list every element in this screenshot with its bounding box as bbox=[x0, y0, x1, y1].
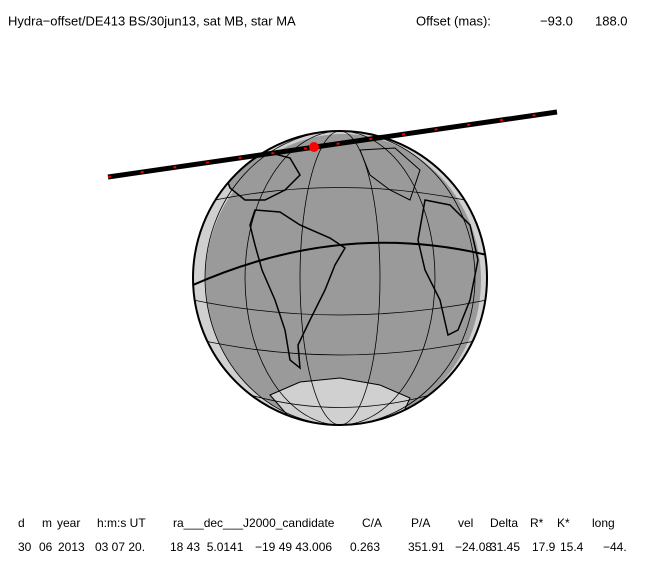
column-header: year bbox=[57, 516, 80, 530]
column-header: long bbox=[592, 516, 615, 530]
cell: 17.9 bbox=[532, 540, 556, 554]
column-header: R* bbox=[530, 516, 544, 530]
cell: 03 07 20. bbox=[95, 540, 145, 554]
column-header: vel bbox=[458, 516, 473, 530]
cell: −44. bbox=[603, 540, 627, 554]
data-table: d m year h:m:s UT ra___dec___J2000_candidate… bbox=[18, 516, 627, 554]
cell: 30 bbox=[18, 540, 32, 554]
offset-label: Offset (mas): bbox=[416, 13, 491, 28]
column-header: m bbox=[42, 516, 52, 530]
offset-value: −93.0 bbox=[540, 13, 573, 28]
cell: 15.4 bbox=[560, 540, 584, 554]
cell: 0.263 bbox=[350, 540, 380, 554]
cell: 351.91 bbox=[408, 540, 445, 554]
column-header: K* bbox=[557, 516, 570, 530]
column-header: P/A bbox=[411, 516, 430, 530]
cell: 06 bbox=[39, 540, 53, 554]
offset-value: 188.0 bbox=[595, 13, 628, 28]
cell: 18 43 5.0141 bbox=[170, 540, 244, 554]
cell: 2013 bbox=[58, 540, 85, 554]
cell: 31.45 bbox=[490, 540, 520, 554]
column-header: C/A bbox=[362, 516, 382, 530]
occultation-track bbox=[107, 109, 558, 180]
globe bbox=[192, 130, 488, 426]
cell: −24.08 bbox=[455, 540, 492, 554]
cell: −19 49 43.006 bbox=[255, 540, 332, 554]
column-header: d bbox=[18, 516, 25, 530]
column-header: Delta bbox=[490, 516, 518, 530]
title: Hydra−offset/DE413 BS/30jun13, sat MB, s… bbox=[8, 13, 296, 28]
column-header: ra___dec___J2000_candidate bbox=[173, 516, 335, 530]
column-header: h:m:s UT bbox=[97, 516, 146, 530]
